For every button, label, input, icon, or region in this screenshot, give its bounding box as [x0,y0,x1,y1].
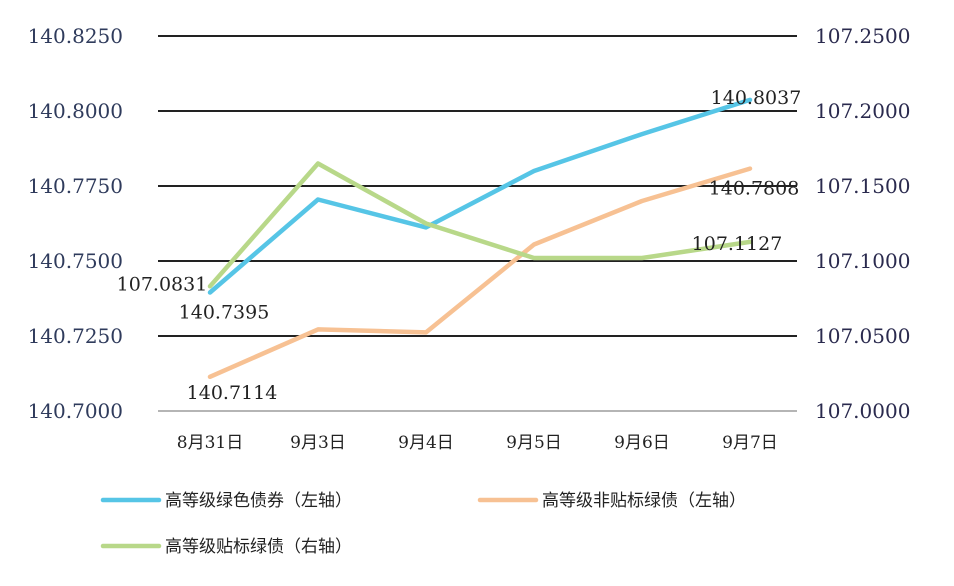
series-line-2 [207,161,753,289]
data-label: 140.7808 [709,178,800,200]
right-tick-label: 107.2500 [815,24,910,48]
left-tick-label: 140.7000 [28,399,123,423]
series-line-0 [207,97,753,295]
x-tick-label: 9月4日 [398,433,454,453]
x-tick-label: 8月31日 [177,433,243,453]
left-axis: 140.8250 140.8000 140.7750 140.7500 140.7250… [28,24,123,423]
x-tick-label: 9月3日 [290,433,346,453]
x-axis: 8月31日 9月3日 9月4日 9月5日 9月6日 9月7日 [158,410,797,453]
data-label: 140.7395 [179,302,270,324]
right-tick-label: 107.0500 [815,324,910,348]
right-axis: 107.2500 107.2000 107.1500 107.1000 107.0500… [815,24,910,423]
left-tick-label: 140.7500 [28,249,123,273]
legend: 高等级绿色债券（左轴） 高等级非贴标绿债（左轴） 高等级贴标绿债（右轴） [100,491,746,557]
data-label: 107.1127 [692,233,783,255]
legend-label: 高等级绿色债券（左轴） [165,491,352,511]
left-tick-label: 140.7750 [28,174,123,198]
series-lines [207,97,753,380]
right-tick-label: 107.1000 [815,249,910,273]
gridlines [158,35,797,337]
x-tick-label: 9月5日 [506,433,562,453]
left-tick-label: 140.8000 [28,99,123,123]
left-tick-label: 140.7250 [28,324,123,348]
data-label: 140.7114 [187,382,278,404]
right-tick-label: 107.2000 [815,99,910,123]
x-tick-label: 9月7日 [722,433,778,453]
right-tick-label: 107.0000 [815,399,910,423]
legend-label: 高等级贴标绿债（右轴） [165,537,352,557]
data-label: 140.8037 [711,87,802,109]
x-tick-label: 9月6日 [614,433,670,453]
data-label: 107.0831 [117,273,208,295]
left-tick-label: 140.8250 [28,24,123,48]
series-line-1 [207,166,753,380]
right-tick-label: 107.1500 [815,174,910,198]
legend-label: 高等级非贴标绿债（左轴） [542,491,746,511]
data-labels: 107.0831 140.7395 140.7114 140.8037 140.7808… [117,87,802,404]
